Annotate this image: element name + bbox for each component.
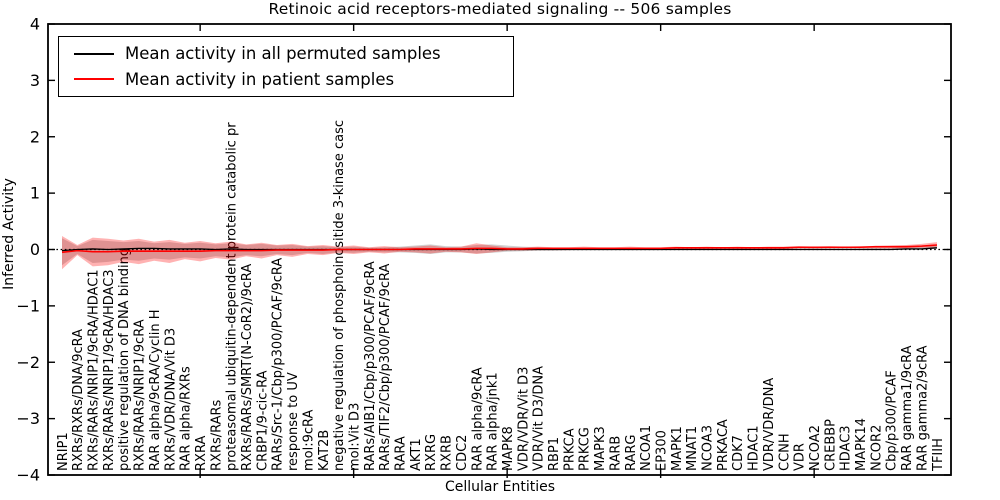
x-tick-label: RXRs/RARs/NRIP1/9cRA/HDAC1 xyxy=(87,269,102,471)
x-tick-label: RARs/AIB1/Cbp/p300/PCAF/9cRA xyxy=(363,261,378,471)
x-tick-label: RXRG xyxy=(424,434,439,471)
x-tick-label: HDAC1 xyxy=(747,425,762,471)
chart-title: Retinoic acid receptors-mediated signali… xyxy=(268,0,732,18)
x-tick-label: VDR/VDR/DNA xyxy=(762,378,777,471)
x-tick-label: RARs/TIF2/Cbp/p300/PCAF/9cRA xyxy=(378,264,393,471)
x-tick-label: RARB xyxy=(608,436,623,471)
band-patient-samples-band xyxy=(62,235,937,270)
x-tick-label: PRKCA xyxy=(562,428,577,471)
x-tick-label: RARG xyxy=(624,434,639,471)
x-tick-label: NCOR2 xyxy=(869,425,884,471)
mean-line-permuted xyxy=(61,247,937,252)
y-tick-label: 4 xyxy=(30,15,40,34)
y-tick-label: −2 xyxy=(16,353,40,372)
x-tick-label: CCNH xyxy=(777,433,792,471)
x-tick-label: RAR alpha/jnk1 xyxy=(486,372,501,471)
x-tick-label: RXRB xyxy=(440,435,455,471)
x-tick-label: KAT2B xyxy=(317,430,332,471)
x-tick-label: RAR alpha/9cRA/Cyclin H xyxy=(148,310,163,471)
x-tick-label: VDR/Vit D3/DNA xyxy=(532,366,547,471)
y-tick-label: 3 xyxy=(30,71,40,90)
band-permuted-samples-band xyxy=(62,238,937,266)
legend-line-swatch-permuted xyxy=(74,52,114,55)
x-tick-label: RBP1 xyxy=(547,437,562,471)
y-tick-label: 0 xyxy=(30,240,40,259)
y-axis-title: Inferred Activity xyxy=(1,178,17,290)
legend-entry-patient: Mean activity in patient samples xyxy=(74,70,513,89)
x-tick-label: RAR alpha/RXRs xyxy=(179,366,194,471)
x-tick-label: MAPK3 xyxy=(593,426,608,471)
y-tick-label: −1 xyxy=(16,296,40,315)
x-tick-label: EP300 xyxy=(654,430,669,471)
legend: Mean activity in all permuted samples Me… xyxy=(58,36,514,97)
mean-line-patient xyxy=(61,244,938,254)
legend-line-swatch-patient xyxy=(74,78,114,81)
x-tick-label: NCOA2 xyxy=(808,425,823,471)
x-tick-label: TFIIH xyxy=(931,438,946,472)
x-tick-label: RARs/Src-1/Cbp/p300/PCAF/9cRA xyxy=(271,258,286,471)
x-tick-label: VDR/VDR/Vit D3 xyxy=(516,367,531,471)
x-tick-label: AKT1 xyxy=(409,438,424,471)
x-tick-label: PRKACA xyxy=(716,419,731,471)
x-tick-label: VDR xyxy=(793,443,808,471)
x-tick-label: RAR gamma1/9cRA xyxy=(900,345,915,471)
x-tick-label: RXRs/RARs xyxy=(209,399,224,471)
x-tick-label: CRBP1/9-cic-RA xyxy=(255,370,270,471)
x-tick-label: NCOA3 xyxy=(701,425,716,471)
x-tick-label: RXRs/RXRs/DNA/9cRA xyxy=(71,329,86,471)
x-tick-label: CDK7 xyxy=(731,435,746,471)
y-tick-label: 1 xyxy=(30,184,40,203)
x-tick-label: mol:9cRA xyxy=(301,409,316,471)
x-tick-label: RAR alpha/9cRA xyxy=(470,367,485,471)
x-tick-label: NRIP1 xyxy=(56,432,71,471)
x-tick-label: MAPK14 xyxy=(854,418,869,471)
x-tick-label: CDC2 xyxy=(455,435,470,471)
y-tick-label: −3 xyxy=(16,409,40,428)
x-tick-label: MAPK1 xyxy=(670,426,685,471)
x-tick-label: RXRs/VDR/DNA/Vit D3 xyxy=(163,328,178,471)
y-tick-label: 2 xyxy=(30,127,40,146)
x-tick-label: proteasomal ubiquitin-dependent protein … xyxy=(225,122,240,471)
x-tick-label: RXRA xyxy=(194,436,209,471)
x-tick-label: RXRs/RARs/NRIP1/9cRA xyxy=(133,319,148,471)
x-tick-label: positive regulation of DNA binding xyxy=(117,248,132,471)
x-tick-label: MAPK8 xyxy=(501,426,516,471)
legend-label-patient: Mean activity in patient samples xyxy=(125,69,395,89)
x-tick-label: mol:Vit D3 xyxy=(347,403,362,471)
legend-entry-permuted: Mean activity in all permuted samples xyxy=(74,44,513,63)
legend-label-permuted: Mean activity in all permuted samples xyxy=(125,44,441,64)
x-tick-label: RXRs/RARs/SMRT(N-CoR2)/9cRA xyxy=(240,264,255,471)
x-tick-label: MNAT1 xyxy=(685,426,700,471)
x-tick-label: response to UV xyxy=(286,372,301,471)
x-tick-label: RXRs/RARs/NRIP1/9cRA/HDAC3 xyxy=(102,269,117,471)
y-tick-label: −4 xyxy=(16,466,40,485)
x-tick-label: negative regulation of phosphoinositide … xyxy=(332,120,347,471)
x-tick-label: RARA xyxy=(394,436,409,471)
x-tick-label: HDAC3 xyxy=(839,425,854,471)
x-tick-label: RAR gamma2/9cRA xyxy=(915,345,930,471)
x-tick-label: CREBBP xyxy=(823,419,838,471)
x-tick-label: NCOA1 xyxy=(639,425,654,471)
x-axis-title: Cellular Entities xyxy=(444,479,556,495)
x-tick-label: PRKCG xyxy=(578,427,593,471)
x-tick-label: Cbp/p300/PCAF xyxy=(885,370,900,471)
